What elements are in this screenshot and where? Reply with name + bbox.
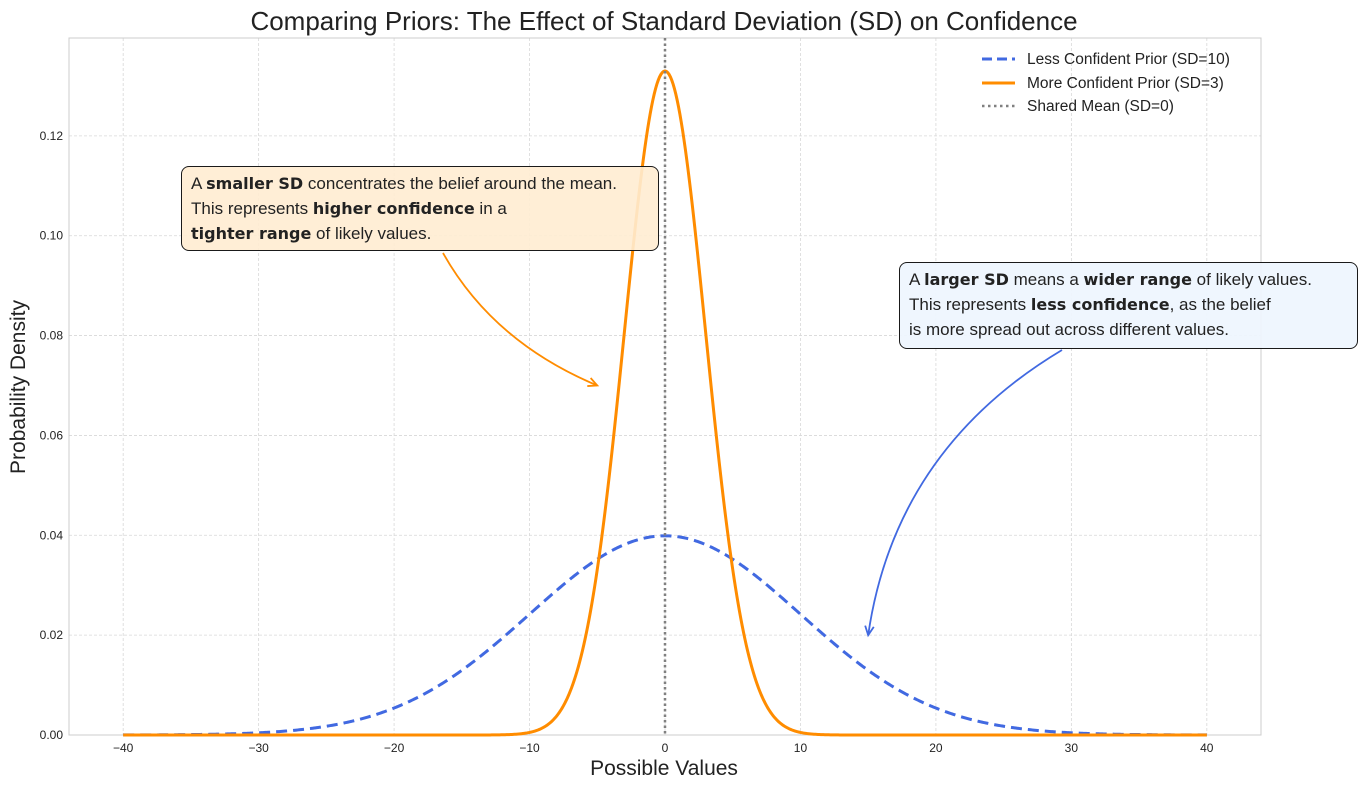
- x-tick-label: −30: [248, 741, 269, 755]
- x-tick-label: −10: [519, 741, 540, 755]
- series-group: [123, 38, 1207, 737]
- x-tick-label: 10: [794, 741, 808, 755]
- annotation-text: A: [909, 270, 925, 289]
- arrowhead-icon: [864, 625, 875, 638]
- y-axis-label: Probability Density: [7, 300, 30, 474]
- y-tick-label: 0.12: [40, 129, 64, 143]
- chart-title: Comparing Priors: The Effect of Standard…: [250, 6, 1077, 36]
- y-tick-label: 0.00: [40, 728, 64, 742]
- arrowhead-icon: [587, 377, 600, 387]
- annotation-line: This represents less confidence, as the …: [909, 292, 1348, 317]
- annotation-arrows: [442, 252, 1063, 638]
- annotation-emphasis: tighter range: [191, 224, 312, 243]
- annotation-text: in a: [474, 199, 507, 218]
- annotation-arrow: [442, 252, 598, 387]
- x-tick-label: 30: [1065, 741, 1079, 755]
- tick-labels: −40 −30 −20 −10 0 10 20 30 40 0.00 0.02 0.04 0.06 0.0…: [40, 129, 1214, 755]
- x-tick-label: 40: [1200, 741, 1214, 755]
- annotation-box-smaller-sd: A smaller SD concentrates the belief aro…: [181, 166, 659, 251]
- legend: Less Confident Prior (SD=10) More Confide…: [982, 51, 1230, 115]
- annotation-emphasis: wider range: [1083, 270, 1192, 289]
- annotation-text: means a: [1008, 270, 1084, 289]
- annotation-text: of likely values.: [1191, 270, 1312, 289]
- less-confident-prior-curve: [123, 534, 1207, 737]
- annotation-emphasis: larger SD: [924, 270, 1009, 289]
- annotation-text: concentrates the belief around the mean.: [303, 174, 617, 193]
- y-tick-label: 0.06: [40, 428, 64, 442]
- annotation-text: , as the belief: [1169, 295, 1271, 314]
- annotation-text: is more spread out across different valu…: [909, 320, 1230, 339]
- legend-label: Shared Mean (SD=0): [1027, 98, 1174, 115]
- annotation-text: This represents: [909, 295, 1031, 314]
- x-tick-label: −40: [113, 741, 134, 755]
- annotation-box-larger-sd: A larger SD means a wider range of likel…: [899, 262, 1358, 349]
- annotation-line: A larger SD means a wider range of likel…: [909, 267, 1348, 292]
- annotation-arrow: [867, 349, 1063, 636]
- x-tick-label: 20: [929, 741, 943, 755]
- annotation-line: This represents higher confidence in a: [191, 196, 649, 221]
- y-tick-label: 0.04: [40, 528, 64, 542]
- annotation-line: tighter range of likely values.: [191, 221, 649, 246]
- annotation-emphasis: less confidence: [1030, 295, 1170, 314]
- legend-label: More Confident Prior (SD=3): [1027, 75, 1224, 92]
- annotation-line: A smaller SD concentrates the belief aro…: [191, 171, 649, 196]
- x-axis-label: Possible Values: [590, 757, 738, 780]
- annotation-emphasis: smaller SD: [206, 174, 304, 193]
- y-tick-label: 0.10: [40, 229, 64, 243]
- x-tick-label: 0: [662, 741, 669, 755]
- x-tick-label: −20: [384, 741, 405, 755]
- annotation-line: is more spread out across different valu…: [909, 317, 1348, 342]
- legend-label: Less Confident Prior (SD=10): [1027, 51, 1230, 68]
- y-tick-label: 0.08: [40, 329, 64, 343]
- annotation-text: A: [191, 174, 207, 193]
- annotation-text: This represents: [191, 199, 313, 218]
- annotation-text: of likely values.: [311, 224, 432, 243]
- y-tick-label: 0.02: [40, 628, 64, 642]
- annotation-emphasis: higher confidence: [312, 199, 475, 218]
